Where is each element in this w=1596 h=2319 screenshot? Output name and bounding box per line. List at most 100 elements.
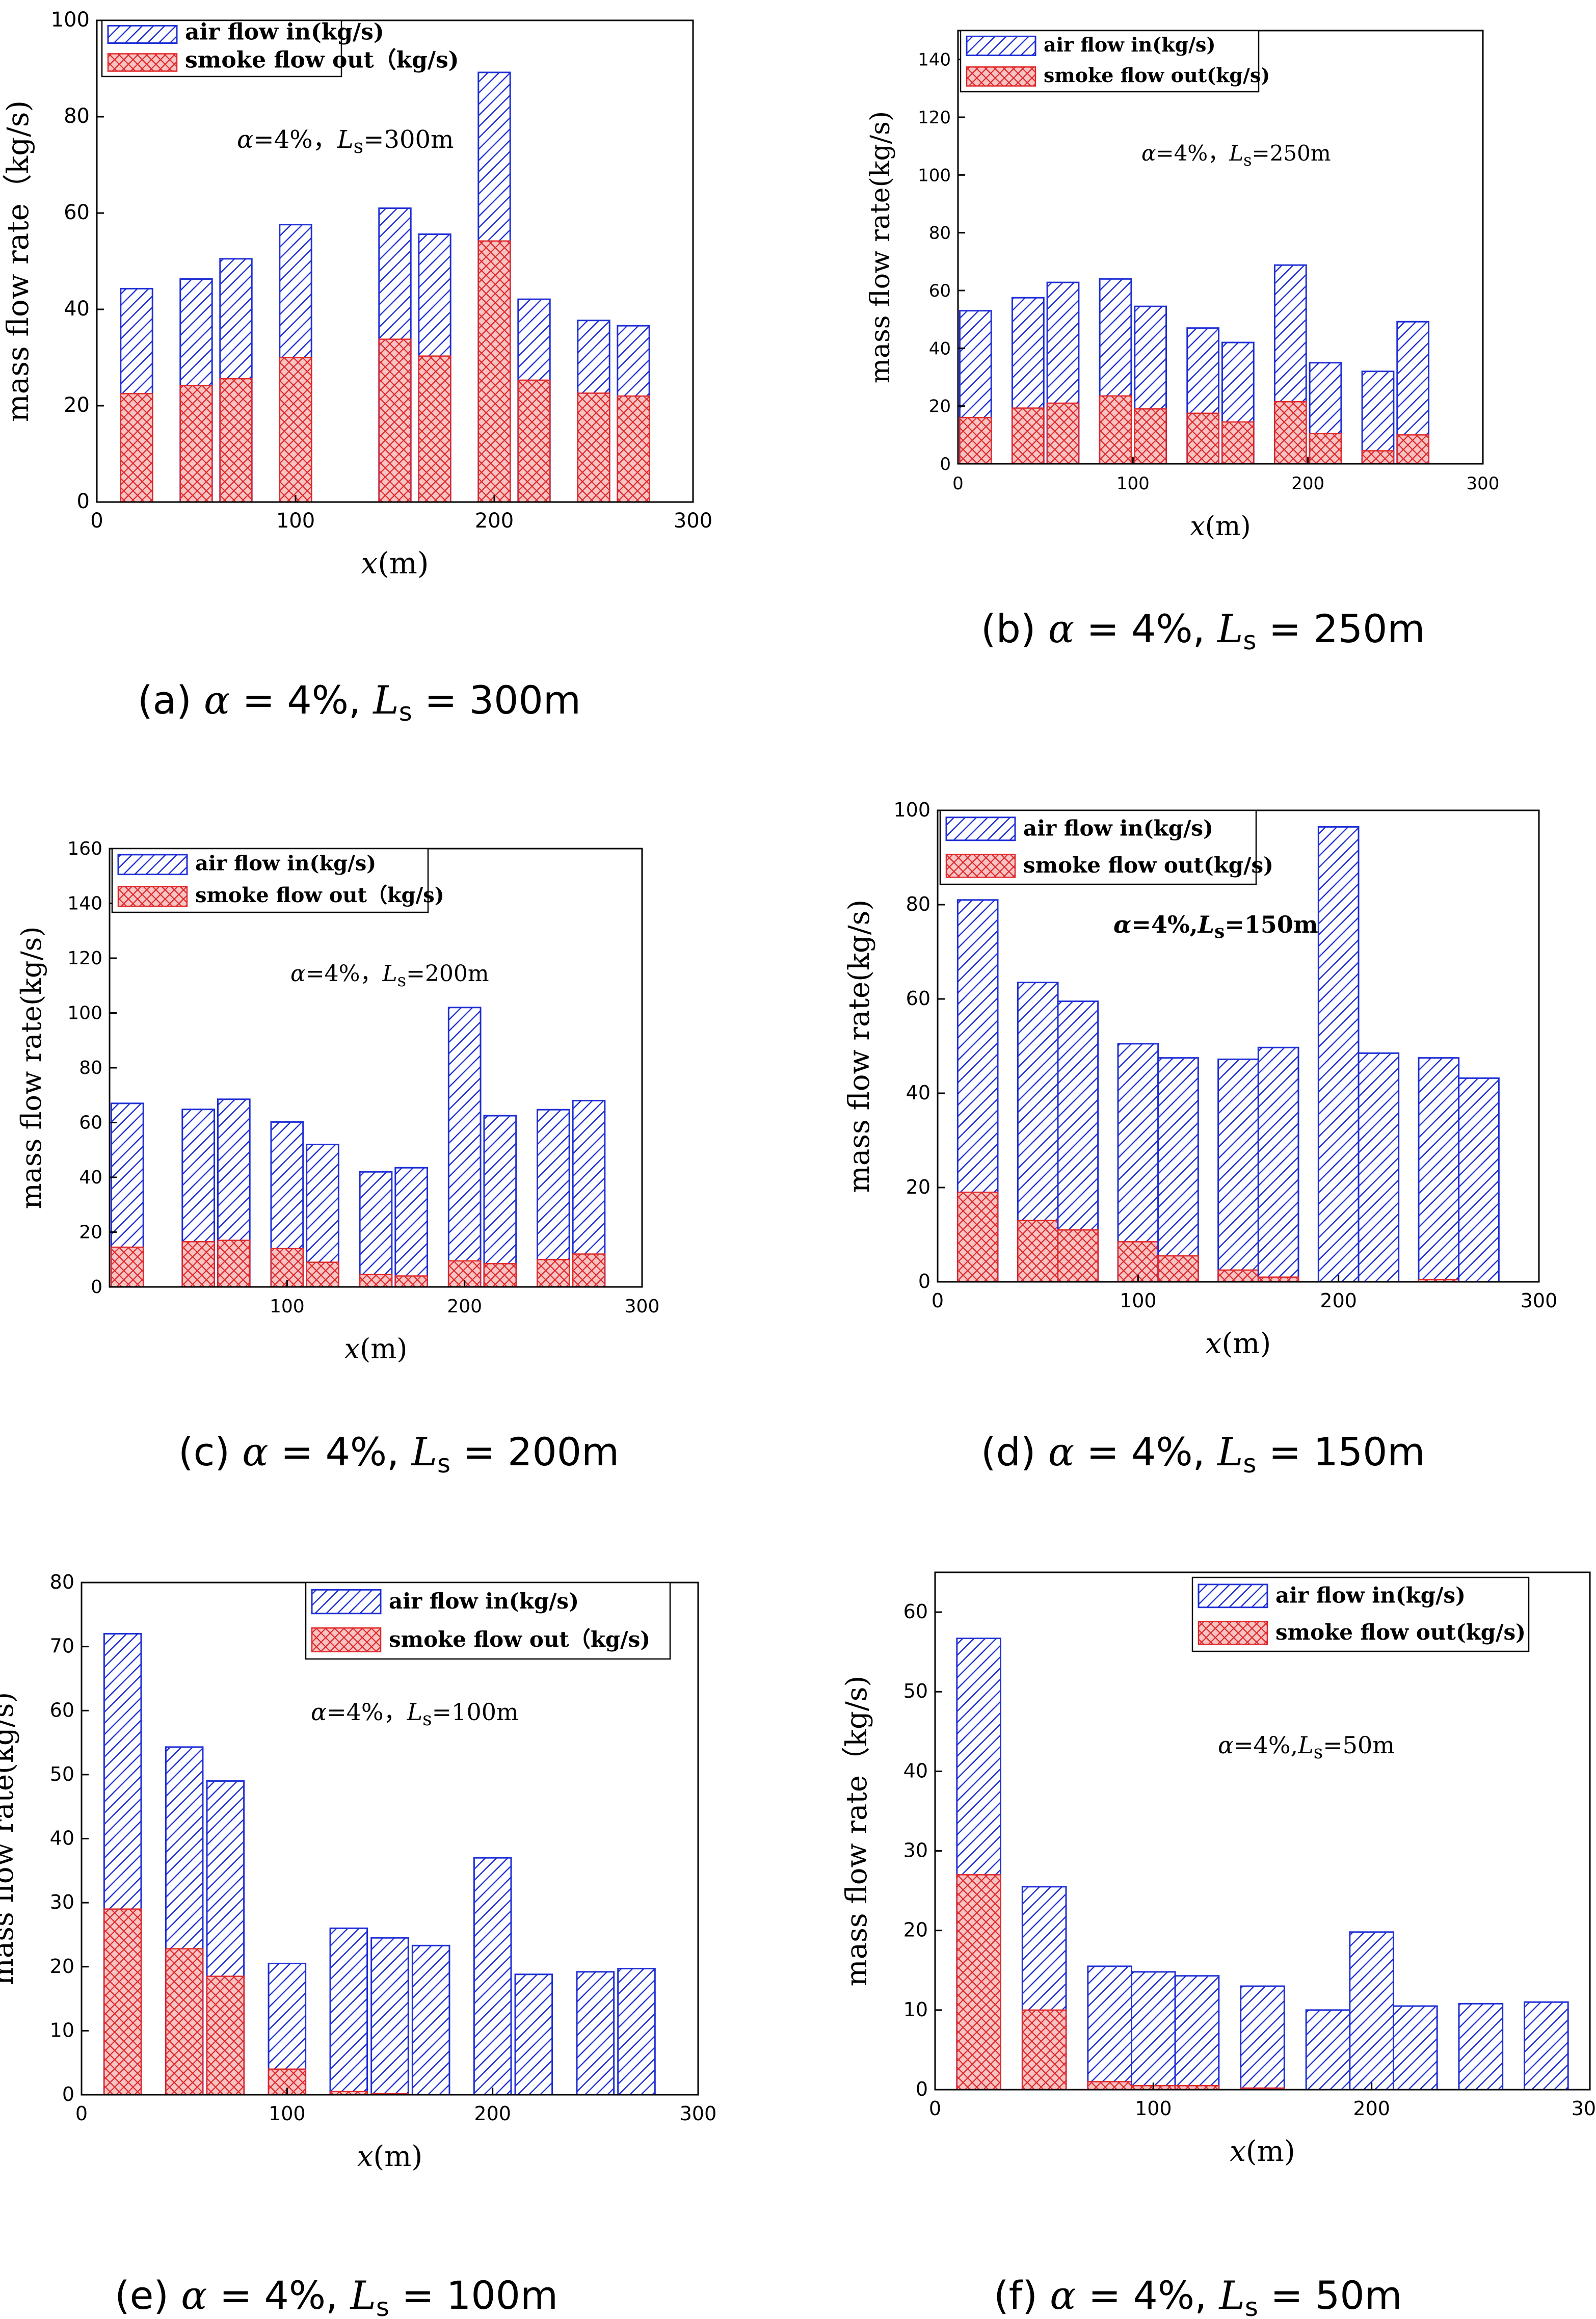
y-tick-label: 50 [50,1763,74,1785]
smoke-bar [165,1948,204,2096]
smoke-bar [1022,2009,1067,2091]
legend-smoke-label: smoke flow out(kg/s) [1023,853,1273,878]
x-axis-label: x(m) [357,2140,422,2173]
chart-a: 0 20 40 60 80 100 0 100 200 300 x(m) mass flow rate… [1,8,712,727]
air-bar [1358,1052,1400,1283]
parameter-annotation: α=4%，Ls=250m [1141,141,1331,170]
x-tick-label: 300 [1572,2097,1596,2120]
parameter-annotation: α=4%，Ls=200m [290,961,489,991]
y-tick-label: 120 [67,948,102,969]
x-axis-label: x(m) [1206,1327,1271,1360]
legend-air-label: air flow in(kg/s) [195,852,376,876]
legend-air-swatch [966,35,1036,57]
air-bar [1174,1975,1220,2091]
y-tick-label: 20 [906,1176,930,1198]
legend-smoke-label: smoke flow out(kg/s) [1044,64,1270,87]
y-tick-label: 80 [79,1058,102,1078]
air-bar [617,1968,656,2096]
x-tick-label: 100 [1135,2097,1172,2120]
smoke-bar [1099,395,1132,465]
legend-air-swatch [945,816,1016,841]
y-tick-label: 100 [893,799,930,821]
air-bar [1305,2009,1351,2091]
smoke-bar [279,357,312,503]
air-bar [1418,1057,1460,1283]
y-tick-label: 30 [50,1891,74,1913]
panel-caption: (d) α = 4%, Ls = 150m [981,1429,1425,1479]
y-tick-label: 0 [916,2078,928,2100]
air-bar [1157,1057,1199,1283]
x-tick-label: 200 [475,509,514,533]
smoke-bar [477,240,511,503]
x-tick-label: 300 [1467,473,1500,494]
legend-smoke-swatch [311,1627,382,1652]
smoke-bar [1309,433,1342,465]
legend-air-label: air flow in(kg/s) [1275,1583,1466,1608]
smoke-bar [1217,1269,1259,1283]
legend-smoke-label: smoke flow out(kg/s) [1275,1620,1526,1645]
x-axis-label: x(m) [1230,2135,1295,2168]
y-tick-label: 100 [67,1003,102,1024]
smoke-bar [537,1259,570,1288]
smoke-bar [181,1241,215,1288]
y-tick-label: 20 [903,1919,928,1941]
smoke-bar [111,1246,144,1288]
y-tick-label: 60 [929,281,951,301]
legend-smoke-swatch [966,66,1036,87]
panel-caption: (c) α = 4%, Ls = 200m [178,1429,619,1479]
x-tick-label: 200 [1291,473,1324,494]
x-tick-label: 0 [75,2102,88,2125]
smoke-bar [1012,407,1045,465]
air-bar [1087,1965,1132,2091]
smoke-bar [1361,450,1395,465]
plot-frame [96,19,694,503]
air-bar [1131,1971,1176,2091]
legend-smoke-label: smoke flow out（kg/s) [195,883,444,907]
smoke-bar [1087,2081,1132,2091]
y-tick-label: 60 [79,1113,102,1134]
smoke-bar [1046,402,1080,465]
x-tick-label: 100 [1116,473,1150,494]
smoke-bar [378,338,412,503]
x-tick-label: 200 [474,2102,511,2125]
x-tick-label: 200 [447,1296,482,1317]
smoke-bar [120,393,153,503]
legend-air-swatch [311,1589,382,1615]
chart-b: 0 20 40 60 80 100 120 140 0 100 200 300 x(m) mass flo… [865,30,1500,655]
smoke-bar [617,395,650,503]
x-axis-label: x(m) [344,1333,408,1365]
y-tick-label: 40 [903,1759,928,1782]
y-tick-label: 100 [918,165,951,186]
y-tick-label: 40 [79,1167,102,1188]
y-tick-label: 120 [918,108,951,128]
y-tick-label: 80 [929,223,951,244]
smoke-bar [1221,421,1255,465]
y-tick-label: 140 [918,50,951,70]
smoke-bar [577,392,610,503]
air-bar [473,1857,512,2096]
x-tick-label: 100 [270,1296,305,1317]
y-tick-label: 80 [64,104,90,128]
smoke-bar [306,1261,339,1288]
air-bar [447,1007,482,1288]
smoke-bar [217,1240,251,1288]
x-tick-label: 100 [1120,1289,1157,1312]
y-tick-label: 40 [50,1827,74,1850]
plot-frame [934,1571,1591,2091]
y-tick-label: 100 [51,8,90,32]
air-bar [483,1115,517,1288]
chart-d: 0 20 40 60 80 100 0 100 200 300 x(m) mass flow rate… [843,799,1557,1479]
x-tick-label: 300 [625,1296,660,1317]
smoke-bar [1134,408,1167,465]
legend-air-swatch [1198,1584,1268,1609]
y-tick-label: 50 [903,1680,928,1702]
smoke-bar [1057,1229,1099,1283]
smoke-bar [957,1192,999,1283]
y-tick-label: 0 [62,2083,74,2105]
legend-smoke-swatch [945,854,1016,878]
chart-f: 0 10 20 30 40 50 60 0 100 200 300 x(m) mass flow rat… [840,1571,1596,2319]
parameter-annotation: α=4%，Ls=300m [237,125,454,157]
x-tick-label: 300 [680,2102,717,2125]
smoke-bar [483,1263,517,1288]
